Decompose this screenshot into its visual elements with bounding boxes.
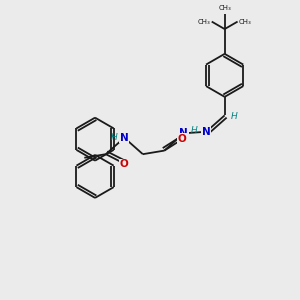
Text: N: N xyxy=(179,128,188,138)
Text: CH₃: CH₃ xyxy=(197,19,210,25)
Text: N: N xyxy=(202,127,211,137)
Text: O: O xyxy=(119,159,128,169)
Text: O: O xyxy=(178,134,187,144)
Text: H: H xyxy=(190,126,197,135)
Text: N: N xyxy=(120,133,129,143)
Text: H: H xyxy=(231,112,238,122)
Text: CH₃: CH₃ xyxy=(239,19,252,25)
Text: H: H xyxy=(111,133,118,142)
Text: CH₃: CH₃ xyxy=(218,4,231,10)
